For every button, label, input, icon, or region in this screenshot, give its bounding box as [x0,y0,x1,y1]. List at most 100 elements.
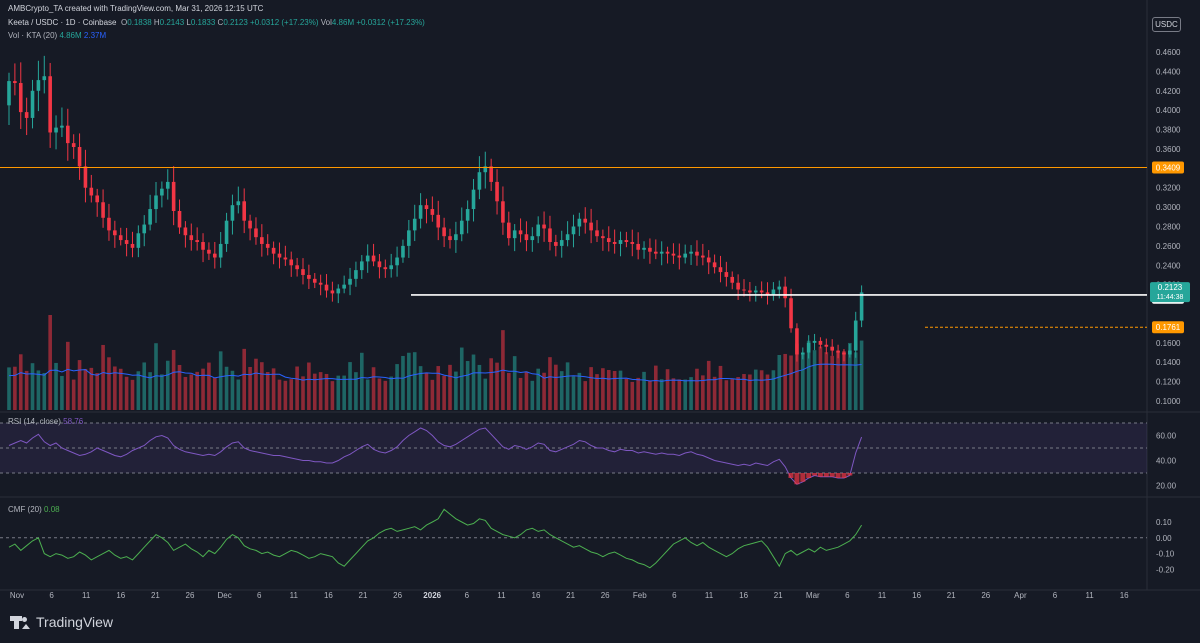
volume-bar [383,380,388,410]
volume-bar [154,343,158,410]
x-tick-label: 16 [116,591,125,600]
volume-bar [548,357,552,410]
volume-bar [436,366,441,410]
candle-body [795,328,799,355]
volume-legend: Vol · KTA (20) 4.86M 2.37M [8,31,106,40]
volume-bar [524,371,529,410]
candle-body [806,342,811,353]
candle-body [659,251,664,254]
price-tick-label: 0.2600 [1156,242,1181,251]
volume-bar [583,381,588,410]
candle-body [154,195,158,210]
volume-bar [483,378,488,410]
volume-bar [842,351,846,410]
candle-body [812,340,817,343]
candle-body [89,187,94,196]
x-tick-label: 16 [532,591,541,600]
volume-bar [195,371,199,410]
candle-body [389,265,393,270]
volume-bar [66,341,70,410]
x-tick-label: 6 [845,591,850,600]
candle-body [101,202,105,218]
tradingview-logo[interactable]: TradingView [10,614,113,630]
volume-bar [465,361,470,410]
price-tick-label: 0.2400 [1156,261,1181,270]
candle-body [695,251,699,256]
candle-body [66,125,70,144]
currency-badge[interactable]: USDC [1152,17,1181,32]
tradingview-icon [10,615,30,629]
volume-bar [83,368,88,410]
volume-bar [136,371,141,410]
cmf-value: 0.08 [44,505,60,514]
candle-body [512,230,517,239]
volume-bar [124,376,129,410]
volume-bar [113,366,117,410]
candle-body [113,230,117,236]
price-tick-label: 0.1400 [1156,358,1181,367]
cmf-tick-label: -0.20 [1156,565,1175,574]
current-price-label: 0.2123 [1158,283,1183,292]
candle-body [118,235,123,241]
candle-body [759,290,764,293]
candle-body [236,201,241,206]
candle-body [36,80,41,91]
candle-body [507,222,511,239]
volume-bar [13,366,17,410]
cmf-tick-label: 0.10 [1156,518,1172,527]
candle-body [477,172,482,190]
candle-body [342,284,346,289]
x-tick-label: 16 [324,591,333,600]
x-tick-label: 11 [82,591,91,600]
volume-bar [542,372,546,410]
volume-bar [718,365,723,410]
candle-body [371,255,376,262]
volume-bars [7,315,864,410]
candle-body [636,243,640,250]
candle-body [501,201,505,223]
candle-body [530,236,535,241]
volume-bar [242,348,246,410]
x-tick-label: 6 [49,591,54,600]
x-tick-label: 26 [981,591,990,600]
x-tick-label: 16 [1120,591,1129,600]
volume-bar [759,370,764,410]
candle-body [753,290,758,293]
candle-body [442,227,446,237]
volume-bar [559,371,564,410]
price-tick-label: 0.4400 [1156,67,1181,76]
candle-body [360,261,364,271]
brand-text: TradingView [36,614,114,630]
volume-bar [730,379,735,410]
candle-body [742,289,746,291]
candle-body [801,352,805,355]
volume-bar [171,349,176,410]
candle-body [307,274,311,279]
price-level-label: 0.1761 [1156,323,1181,332]
volume-bar [642,371,646,410]
candle-body [265,243,270,248]
candle-body [548,228,552,243]
x-tick-label: 6 [1053,591,1058,600]
x-tick-label: 26 [186,591,195,600]
candle-body [724,272,729,277]
candle-body [136,233,141,248]
volume-bar [683,379,687,410]
candle-body [448,236,452,241]
volume-bar [824,352,829,410]
volume-bar [336,375,341,410]
candle-body [559,240,564,246]
volume-bar [283,380,288,410]
x-tick-label: 11 [1085,591,1094,600]
candle-body [789,298,793,329]
volume-label: Vol · KTA (20) [8,31,58,40]
candle-body [348,278,352,285]
volume-bar [848,342,852,410]
candle-body [677,255,682,258]
volume-bar [430,379,435,410]
volume-bar [595,374,599,410]
price-level-label: 0.3409 [1156,163,1181,172]
